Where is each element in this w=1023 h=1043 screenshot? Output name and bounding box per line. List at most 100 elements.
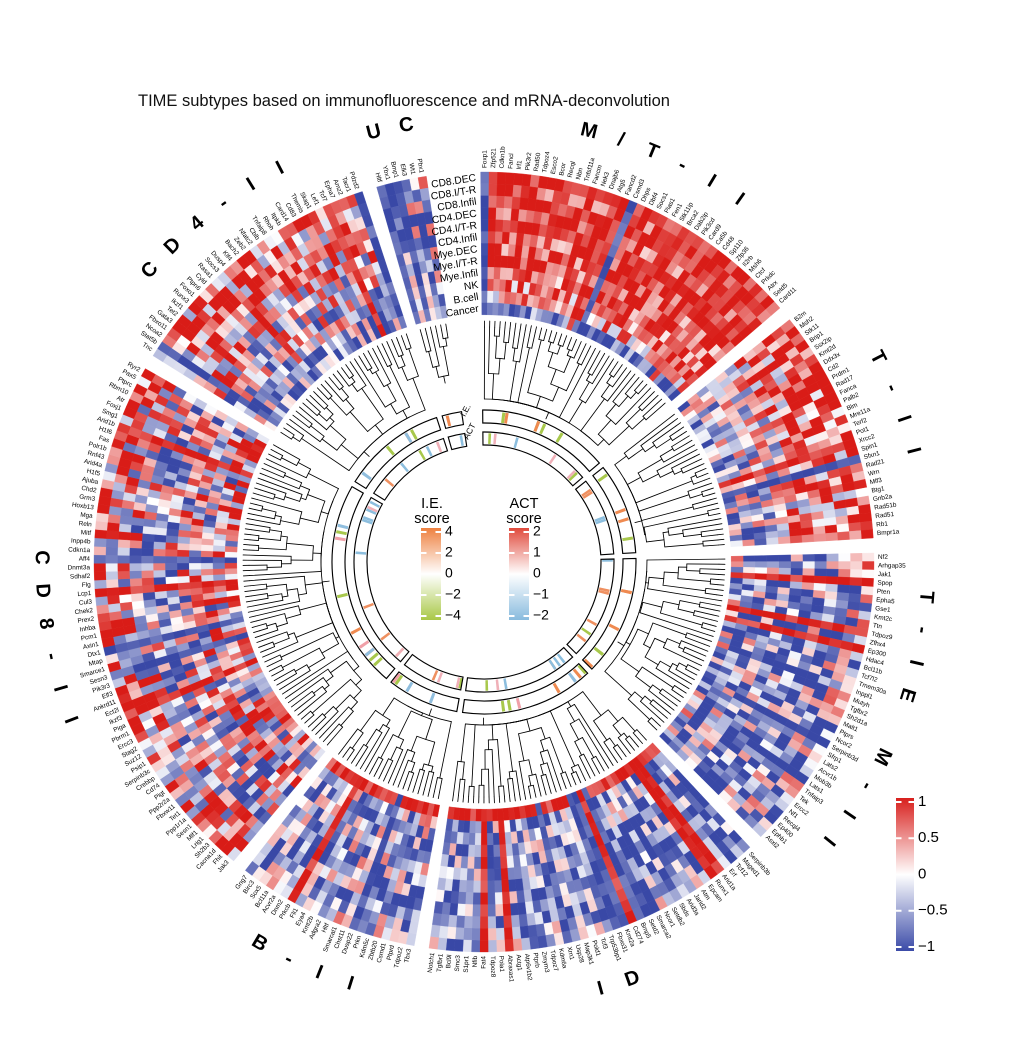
gene-label: Axin1 bbox=[82, 641, 100, 651]
gene-label: Elf3 bbox=[101, 690, 114, 700]
sector-title-char: - bbox=[214, 192, 232, 214]
sector-title-char: I bbox=[731, 189, 748, 210]
gene-label: Fas bbox=[98, 435, 110, 445]
gene-labels-M/T-II: Foxp1 Zfp521 Cdkn1b Fancl Irf1 Pik3r2 Rad50 Tdp… bbox=[482, 146, 799, 305]
heatmap-ring bbox=[93, 171, 875, 953]
ie-score-legend-tick: −4 bbox=[445, 607, 461, 623]
gene-labels-ID: Serpinb3bMaged1Tcf12ErfArid1aRunx1EpcamA… bbox=[427, 851, 772, 983]
gene-label: Elk3 bbox=[399, 163, 408, 177]
gene-label: Ep300 bbox=[867, 647, 887, 658]
gene-label: Kdm6a bbox=[557, 948, 568, 970]
gene-label: Spin1 bbox=[861, 441, 879, 453]
gene-label: Tbx3 bbox=[403, 948, 413, 964]
gene-label: Pten bbox=[877, 588, 891, 596]
act-score-legend-tick: −1 bbox=[533, 586, 549, 602]
sector-title-char: / bbox=[615, 129, 627, 152]
gene-label: Hdac4 bbox=[865, 656, 885, 667]
gene-label: Spop bbox=[877, 580, 893, 588]
gene-label: Smc3 bbox=[454, 955, 462, 972]
dendrogram-B-II bbox=[338, 697, 452, 800]
gene-label: Sfxn1 bbox=[863, 450, 881, 461]
gene-label: Mtap bbox=[88, 658, 104, 668]
gene-label: Btg1 bbox=[871, 485, 886, 494]
heatmap-sector-UC bbox=[376, 176, 448, 325]
sector-title-char: I bbox=[344, 972, 356, 995]
gene-label: Dnmt3a bbox=[68, 564, 91, 571]
main-heatmap-legend: 1 0.5 0 −0.5 −1 bbox=[896, 793, 948, 955]
score-ring-segment bbox=[592, 466, 637, 555]
sector-title-char: 8 bbox=[34, 617, 57, 631]
gene-label: Cdkn1b bbox=[499, 146, 507, 169]
sector-title-char: U bbox=[364, 120, 383, 145]
gene-label: Fli1 bbox=[289, 907, 300, 920]
figure-title: TIME subtypes based on immunofluorescenc… bbox=[138, 92, 670, 110]
sector-title-char: - bbox=[881, 380, 904, 395]
score-ring-segment bbox=[353, 496, 410, 663]
gene-label: Tcf7l2 bbox=[860, 672, 878, 684]
sector-title-char: - bbox=[856, 778, 878, 795]
gene-label: Nek3 bbox=[600, 171, 611, 188]
gene-labels-CD8-II: Jak3FhitCacna1dSh2b3Lrig1Mlf1Sesn1Ppp1r1… bbox=[68, 361, 231, 874]
gene-label: Nf2 bbox=[878, 554, 888, 561]
sector-title-char: E bbox=[895, 685, 920, 704]
gene-label: Jak1 bbox=[878, 571, 892, 578]
gene-label: Grm3 bbox=[79, 493, 96, 503]
sector-title-ID: DI bbox=[595, 966, 643, 1000]
gene-label: Recql bbox=[567, 161, 577, 178]
score-ring-segment bbox=[447, 432, 468, 451]
gene-label: Bmpr1a bbox=[877, 529, 900, 538]
gene-label: Blm bbox=[846, 402, 859, 413]
ie-score-legend-title: I.E. bbox=[421, 496, 443, 512]
gene-label: Flg bbox=[82, 581, 92, 589]
sector-title-char: - bbox=[911, 625, 934, 635]
gene-label: Hltf bbox=[374, 172, 383, 183]
gene-label: Fancl bbox=[507, 153, 515, 169]
dendrogram-ring bbox=[242, 320, 726, 804]
sector-title-char: T bbox=[865, 347, 890, 368]
gene-label: Bmp1 bbox=[389, 161, 400, 179]
heatmap-sector-CD4-II bbox=[152, 191, 408, 432]
gene-labels-T-II: B2mMsh2Stk11Brip1Ssx2ipKmt2dDdx3xCd2Prdm… bbox=[793, 310, 900, 537]
gene-label: Nfib bbox=[472, 955, 479, 967]
gene-label: Mitf bbox=[81, 529, 92, 537]
gene-label: Tcf7 bbox=[317, 189, 328, 203]
gene-label: Reln bbox=[78, 520, 92, 528]
gene-label: Hoxb13 bbox=[71, 501, 94, 511]
act-score-legend-bar bbox=[509, 528, 529, 620]
gene-label: Bcl9l bbox=[445, 954, 453, 968]
sector-title-char: I bbox=[243, 174, 259, 196]
score-ring-segment bbox=[581, 557, 637, 670]
gene-label: Piga bbox=[112, 722, 127, 734]
gene-label: Cul3 bbox=[79, 599, 93, 607]
gene-label: Lef1 bbox=[309, 192, 321, 207]
gene-label: Esco2 bbox=[550, 156, 560, 175]
ie-score-legend-tick: 0 bbox=[445, 565, 453, 581]
gene-label: Inpp4b bbox=[71, 538, 91, 546]
sector-title-char: T bbox=[915, 590, 938, 604]
gene-label: Pik3r2 bbox=[524, 152, 533, 171]
row-label: NK bbox=[463, 280, 479, 293]
heatmap-sector-B-II bbox=[245, 757, 440, 946]
gene-label: Ttn bbox=[872, 622, 883, 630]
gene-label: Cdkn1a bbox=[68, 547, 91, 555]
gene-label: Pbx1 bbox=[416, 158, 425, 174]
gene-label: Hltf bbox=[321, 922, 331, 934]
ie-score-legend-bar bbox=[421, 528, 441, 620]
dendrogram-CD8-II bbox=[242, 444, 363, 746]
heatmap-sector-T-II bbox=[677, 319, 874, 547]
gene-label: Fat4 bbox=[481, 956, 488, 969]
gene-label: Ect2l bbox=[104, 707, 120, 719]
gene-label: Arhgap35 bbox=[878, 562, 906, 569]
main-heatmap-legend-tick: −0.5 bbox=[918, 902, 948, 919]
sector-title-char: I bbox=[49, 683, 72, 695]
gene-label: Usp28 bbox=[574, 944, 585, 964]
gene-label: Irf1 bbox=[516, 160, 524, 170]
gene-label: Tdpoz9 bbox=[871, 631, 894, 642]
gene-label: Chd2 bbox=[81, 485, 98, 495]
gene-label: Ptprd bbox=[386, 944, 396, 961]
gene-label: Rnf43 bbox=[87, 450, 106, 461]
gene-label: Ybx1 bbox=[381, 165, 391, 181]
